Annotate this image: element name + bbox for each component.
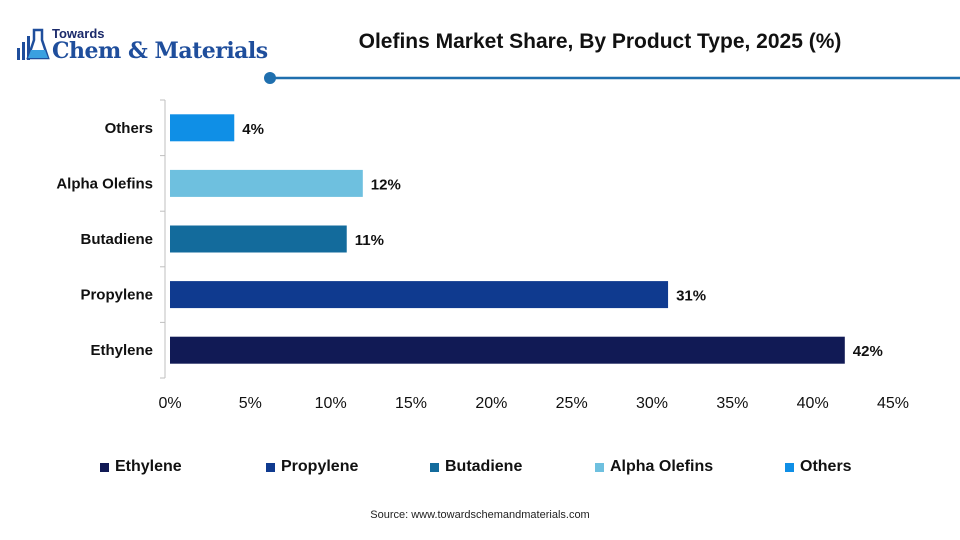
brand-line-1: Towards xyxy=(52,26,105,41)
legend-label: Alpha Olefins xyxy=(610,458,714,475)
legend-swatch xyxy=(430,462,439,472)
legend-item: Ethylene xyxy=(100,458,182,476)
bar-butadiene xyxy=(170,225,347,253)
legend-swatch xyxy=(595,462,604,472)
chart-title: Olefins Market Share, By Product Type, 2… xyxy=(358,30,842,53)
bar-alpha-olefins xyxy=(170,169,363,197)
legend-item: Others xyxy=(785,458,852,476)
legend-label: Butadiene xyxy=(445,458,523,475)
value-label: 42% xyxy=(853,343,883,360)
legend-swatch xyxy=(100,462,109,472)
legend-item: Propylene xyxy=(266,458,358,476)
category-label: Alpha Olefins xyxy=(56,175,153,192)
flask-icon xyxy=(17,28,50,60)
legend-swatch xyxy=(266,462,275,472)
x-tick-label: 40% xyxy=(797,395,829,412)
value-label: 31% xyxy=(676,288,706,305)
category-label: Ethylene xyxy=(90,342,153,359)
category-label: Propylene xyxy=(80,287,153,304)
value-label: 4% xyxy=(242,121,264,138)
x-tick-label: 10% xyxy=(315,395,347,412)
value-label: 12% xyxy=(371,176,401,193)
value-label: 11% xyxy=(355,232,384,249)
x-tick-label: 20% xyxy=(475,395,507,412)
title-rule xyxy=(264,72,960,84)
brand-line-2: Chem & Materials xyxy=(52,38,268,64)
bar-chart: Others Alpha Olefins Butadiene Propylene Eth… xyxy=(56,99,909,412)
legend-label: Ethylene xyxy=(115,458,182,475)
x-tick-label: 35% xyxy=(716,395,748,412)
x-tick-label: 15% xyxy=(395,395,427,412)
legend-item: Butadiene xyxy=(430,458,522,476)
bar-others xyxy=(170,114,235,142)
legend-swatch xyxy=(785,462,794,472)
x-tick-label: 45% xyxy=(877,395,909,412)
legend-label: Propylene xyxy=(281,458,359,475)
bar-ethylene xyxy=(170,336,845,364)
category-label: Butadiene xyxy=(80,231,153,248)
x-tick-label: 30% xyxy=(636,395,668,412)
x-tick-label: 5% xyxy=(239,395,262,412)
legend-item: Alpha Olefins xyxy=(595,458,713,476)
category-label: Others xyxy=(105,120,153,137)
x-tick-label: 25% xyxy=(556,395,588,412)
legend-label: Others xyxy=(800,458,852,475)
brand-logo: Towards Chem & Materials xyxy=(14,22,268,70)
chart-legend: Ethylene Propylene Butadiene Alpha Olefins O… xyxy=(100,458,900,482)
bar-propylene xyxy=(170,281,669,309)
source-note: Source: www.towardschemandmaterials.com xyxy=(370,509,590,521)
x-tick-label: 0% xyxy=(158,395,181,412)
